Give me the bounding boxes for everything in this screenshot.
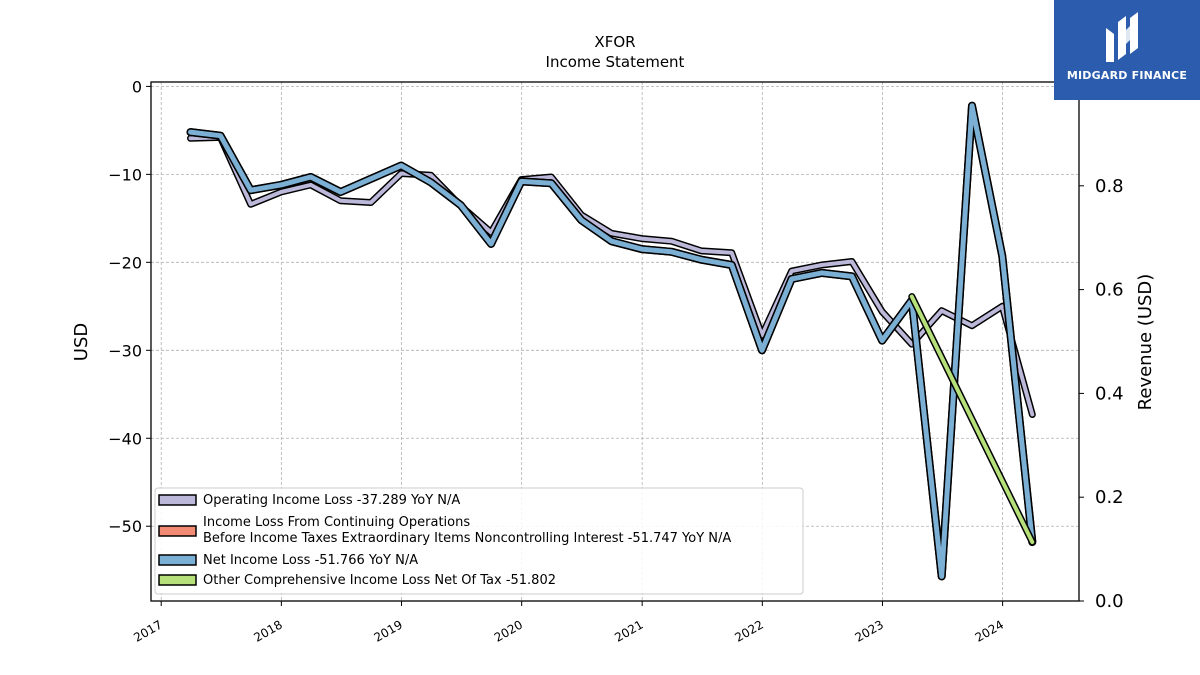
legend-swatch xyxy=(158,554,197,566)
x-axis: 2017 2018 2019 2020 2021 2022 2023 2024 xyxy=(131,601,1006,645)
brand-logo: MIDGARD FINANCE xyxy=(1054,0,1200,100)
series-lines xyxy=(186,101,1037,581)
legend: Operating Income Loss -37.289 YoY N/A Inc… xyxy=(154,487,804,595)
chart-subtitle: Income Statement xyxy=(546,53,685,71)
y-axis-left: 0 −10 −20 −30 −40 −50 xyxy=(108,77,151,536)
legend-label: Other Comprehensive Income Loss Net Of T… xyxy=(203,573,556,588)
y-tick-label: −40 xyxy=(108,429,142,448)
y-tick-label: 0 xyxy=(132,77,142,96)
x-tick-label: 2024 xyxy=(973,617,1006,644)
x-tick-label: 2022 xyxy=(732,617,765,644)
y-tick-label-right: 0.8 xyxy=(1095,176,1124,197)
legend-label: Operating Income Loss -37.289 YoY N/A xyxy=(203,493,460,508)
series-3 xyxy=(908,293,1036,546)
y-tick-label: −10 xyxy=(108,165,142,184)
y-axis-label-right: Revenue (USD) xyxy=(1135,274,1156,411)
y-axis-right: 0.0 0.2 0.4 0.6 0.8 xyxy=(1079,176,1124,612)
x-tick-label: 2017 xyxy=(131,617,164,644)
plot-frame xyxy=(150,81,1080,602)
legend-swatch xyxy=(158,574,197,586)
y-tick-label-right: 0.4 xyxy=(1095,383,1124,404)
y-tick-label-right: 0.6 xyxy=(1095,280,1124,301)
x-tick-label: 2020 xyxy=(492,617,525,644)
series-line xyxy=(188,103,1035,579)
x-tick-label: 2018 xyxy=(251,617,284,644)
legend-swatch xyxy=(158,494,197,506)
x-tick-label: 2021 xyxy=(612,617,645,644)
logo-mark-icon xyxy=(1106,12,1138,62)
logo-text: MIDGARD FINANCE xyxy=(1066,69,1188,82)
y-tick-label: −20 xyxy=(108,253,142,272)
y-tick-label: −50 xyxy=(108,517,142,536)
y-tick-label-right: 0.2 xyxy=(1095,487,1124,508)
y-axis-label: USD xyxy=(71,323,92,361)
series-2 xyxy=(186,101,1037,581)
series-line xyxy=(909,294,1035,545)
legend-label: Net Income Loss -51.766 YoY N/A xyxy=(203,553,418,568)
legend-label: Income Loss From Continuing Operations Be… xyxy=(203,515,731,546)
legend-box xyxy=(154,487,804,595)
x-tick-label: 2019 xyxy=(372,617,405,644)
legend-swatch xyxy=(158,525,197,537)
x-tick-label: 2023 xyxy=(853,617,886,644)
y-tick-label: −30 xyxy=(108,341,142,360)
y-tick-label-right: 0.0 xyxy=(1095,591,1124,612)
chart-title: XFOR xyxy=(594,33,635,51)
